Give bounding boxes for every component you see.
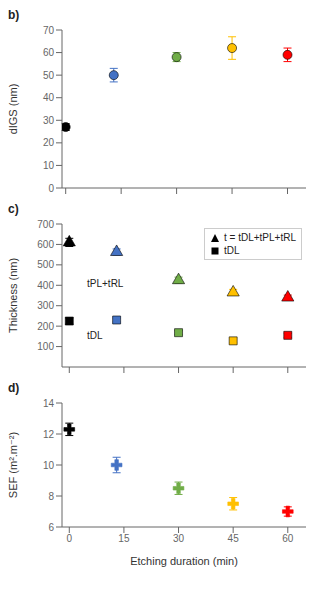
svg-text:10: 10 — [43, 160, 55, 171]
svg-text:600: 600 — [37, 239, 54, 250]
svg-text:Etching duration (min): Etching duration (min) — [130, 555, 238, 567]
html-text:tDL: tDL — [224, 245, 240, 256]
svg-text:0: 0 — [67, 533, 73, 544]
svg-text:50: 50 — [43, 70, 55, 81]
svg-text:40: 40 — [43, 92, 55, 103]
svg-text:100: 100 — [37, 341, 54, 352]
svg-text:Thickness (nm): Thickness (nm) — [8, 258, 19, 333]
svg-text:30: 30 — [173, 533, 185, 544]
svg-text:30: 30 — [43, 115, 55, 126]
svg-text:500: 500 — [37, 259, 54, 270]
svg-text:15: 15 — [118, 533, 130, 544]
html-text:d): d) — [8, 381, 20, 395]
svg-text:20: 20 — [43, 137, 55, 148]
html-text:c): c) — [8, 202, 19, 216]
svg-text:60: 60 — [282, 533, 294, 544]
svg-text:10: 10 — [43, 460, 55, 471]
svg-text:12: 12 — [43, 429, 55, 440]
svg-text:300: 300 — [37, 300, 54, 311]
svg-text:tDL: tDL — [87, 330, 103, 341]
html-text:b): b) — [8, 8, 20, 22]
svg-text:6: 6 — [48, 522, 54, 533]
svg-text:70: 70 — [43, 25, 55, 36]
svg-text:tPL+tRL: tPL+tRL — [87, 278, 124, 289]
svg-text:dIGS (nm): dIGS (nm) — [8, 84, 19, 135]
svg-text:60: 60 — [43, 47, 55, 58]
svg-text:200: 200 — [37, 321, 54, 332]
svg-text:400: 400 — [37, 280, 54, 291]
svg-text:8: 8 — [48, 491, 54, 502]
svg-text:700: 700 — [37, 219, 54, 230]
html-text:t = tDL+tPL+tRL: t = tDL+tPL+tRL — [224, 232, 296, 243]
svg-text:0: 0 — [48, 183, 54, 194]
svg-text:14: 14 — [43, 398, 55, 409]
svg-text:45: 45 — [228, 533, 240, 544]
svg-text:SEF (m².m⁻²): SEF (m².m⁻²) — [8, 432, 19, 498]
